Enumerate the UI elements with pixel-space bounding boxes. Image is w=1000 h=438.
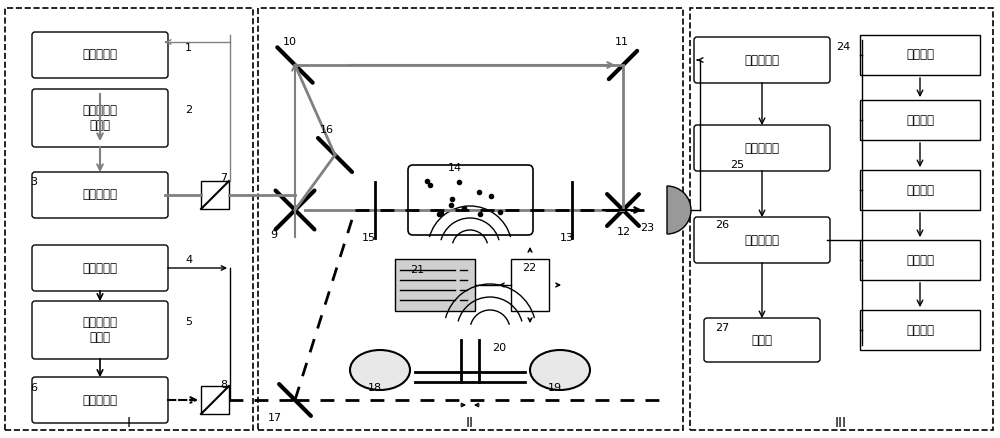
FancyBboxPatch shape <box>704 318 820 362</box>
Text: 探测激光器
控制器: 探测激光器 控制器 <box>82 316 118 344</box>
Text: 缝隙计算: 缝隙计算 <box>906 254 934 266</box>
Text: 波形采集器: 波形采集器 <box>744 141 780 155</box>
Text: 19: 19 <box>548 383 562 393</box>
Text: 9: 9 <box>270 230 277 240</box>
Bar <box>860 35 980 75</box>
Text: 11: 11 <box>615 37 629 47</box>
Text: 耦合激光器
控制器: 耦合激光器 控制器 <box>82 104 118 132</box>
Text: 21: 21 <box>410 265 424 275</box>
Text: 16: 16 <box>320 125 334 135</box>
FancyBboxPatch shape <box>32 245 168 291</box>
Text: 23: 23 <box>640 223 654 233</box>
Text: 8: 8 <box>220 380 227 390</box>
Text: 10: 10 <box>283 37 297 47</box>
FancyBboxPatch shape <box>32 32 168 78</box>
Text: 22: 22 <box>522 263 536 273</box>
Text: 27: 27 <box>715 323 729 333</box>
Bar <box>395 259 475 311</box>
Bar <box>690 8 993 430</box>
FancyBboxPatch shape <box>408 165 533 235</box>
FancyBboxPatch shape <box>694 125 830 171</box>
Ellipse shape <box>530 350 590 390</box>
Bar <box>860 240 980 280</box>
Text: 15: 15 <box>362 233 376 243</box>
Text: 6: 6 <box>30 383 37 393</box>
Text: 12: 12 <box>617 227 631 237</box>
Bar <box>860 310 980 350</box>
FancyBboxPatch shape <box>694 217 830 263</box>
FancyBboxPatch shape <box>32 301 168 359</box>
Text: 14: 14 <box>448 163 462 173</box>
Text: 锁频控制器: 锁频控制器 <box>82 49 118 61</box>
Text: 1: 1 <box>185 43 192 53</box>
Text: 锁相放大器: 锁相放大器 <box>744 53 780 67</box>
Text: 二维绘制: 二维绘制 <box>906 324 934 336</box>
Text: 2: 2 <box>185 105 192 115</box>
Text: 耦合激光器: 耦合激光器 <box>82 188 118 201</box>
Text: 3: 3 <box>30 177 37 187</box>
Text: 幅度测量: 幅度测量 <box>906 113 934 127</box>
Bar <box>511 259 549 311</box>
Text: 25: 25 <box>730 160 744 170</box>
Text: 探测激光器: 探测激光器 <box>82 393 118 406</box>
Wedge shape <box>667 186 691 234</box>
Bar <box>201 181 229 209</box>
Bar <box>860 100 980 140</box>
Text: II: II <box>466 416 474 430</box>
FancyBboxPatch shape <box>32 89 168 147</box>
Text: 24: 24 <box>836 42 850 52</box>
Bar <box>258 8 683 430</box>
Text: 18: 18 <box>368 383 382 393</box>
Text: 7: 7 <box>220 173 227 183</box>
Text: 13: 13 <box>560 233 574 243</box>
Text: 20: 20 <box>492 343 506 353</box>
Text: 信号处理器: 信号处理器 <box>744 233 780 247</box>
Text: III: III <box>835 416 847 430</box>
Text: 锁频控制器: 锁频控制器 <box>82 261 118 275</box>
Bar <box>860 170 980 210</box>
FancyBboxPatch shape <box>32 377 168 423</box>
Ellipse shape <box>350 350 410 390</box>
Text: 5: 5 <box>185 317 192 327</box>
Text: 光谱分析: 光谱分析 <box>906 49 934 61</box>
Text: 显示屏: 显示屏 <box>752 333 772 346</box>
FancyBboxPatch shape <box>694 37 830 83</box>
Text: 26: 26 <box>715 220 729 230</box>
Bar <box>5 8 253 430</box>
Text: 线性拟合: 线性拟合 <box>906 184 934 197</box>
FancyBboxPatch shape <box>32 172 168 218</box>
Text: 4: 4 <box>185 255 192 265</box>
Text: 17: 17 <box>268 413 282 423</box>
Bar <box>201 386 229 414</box>
Text: I: I <box>127 416 131 430</box>
